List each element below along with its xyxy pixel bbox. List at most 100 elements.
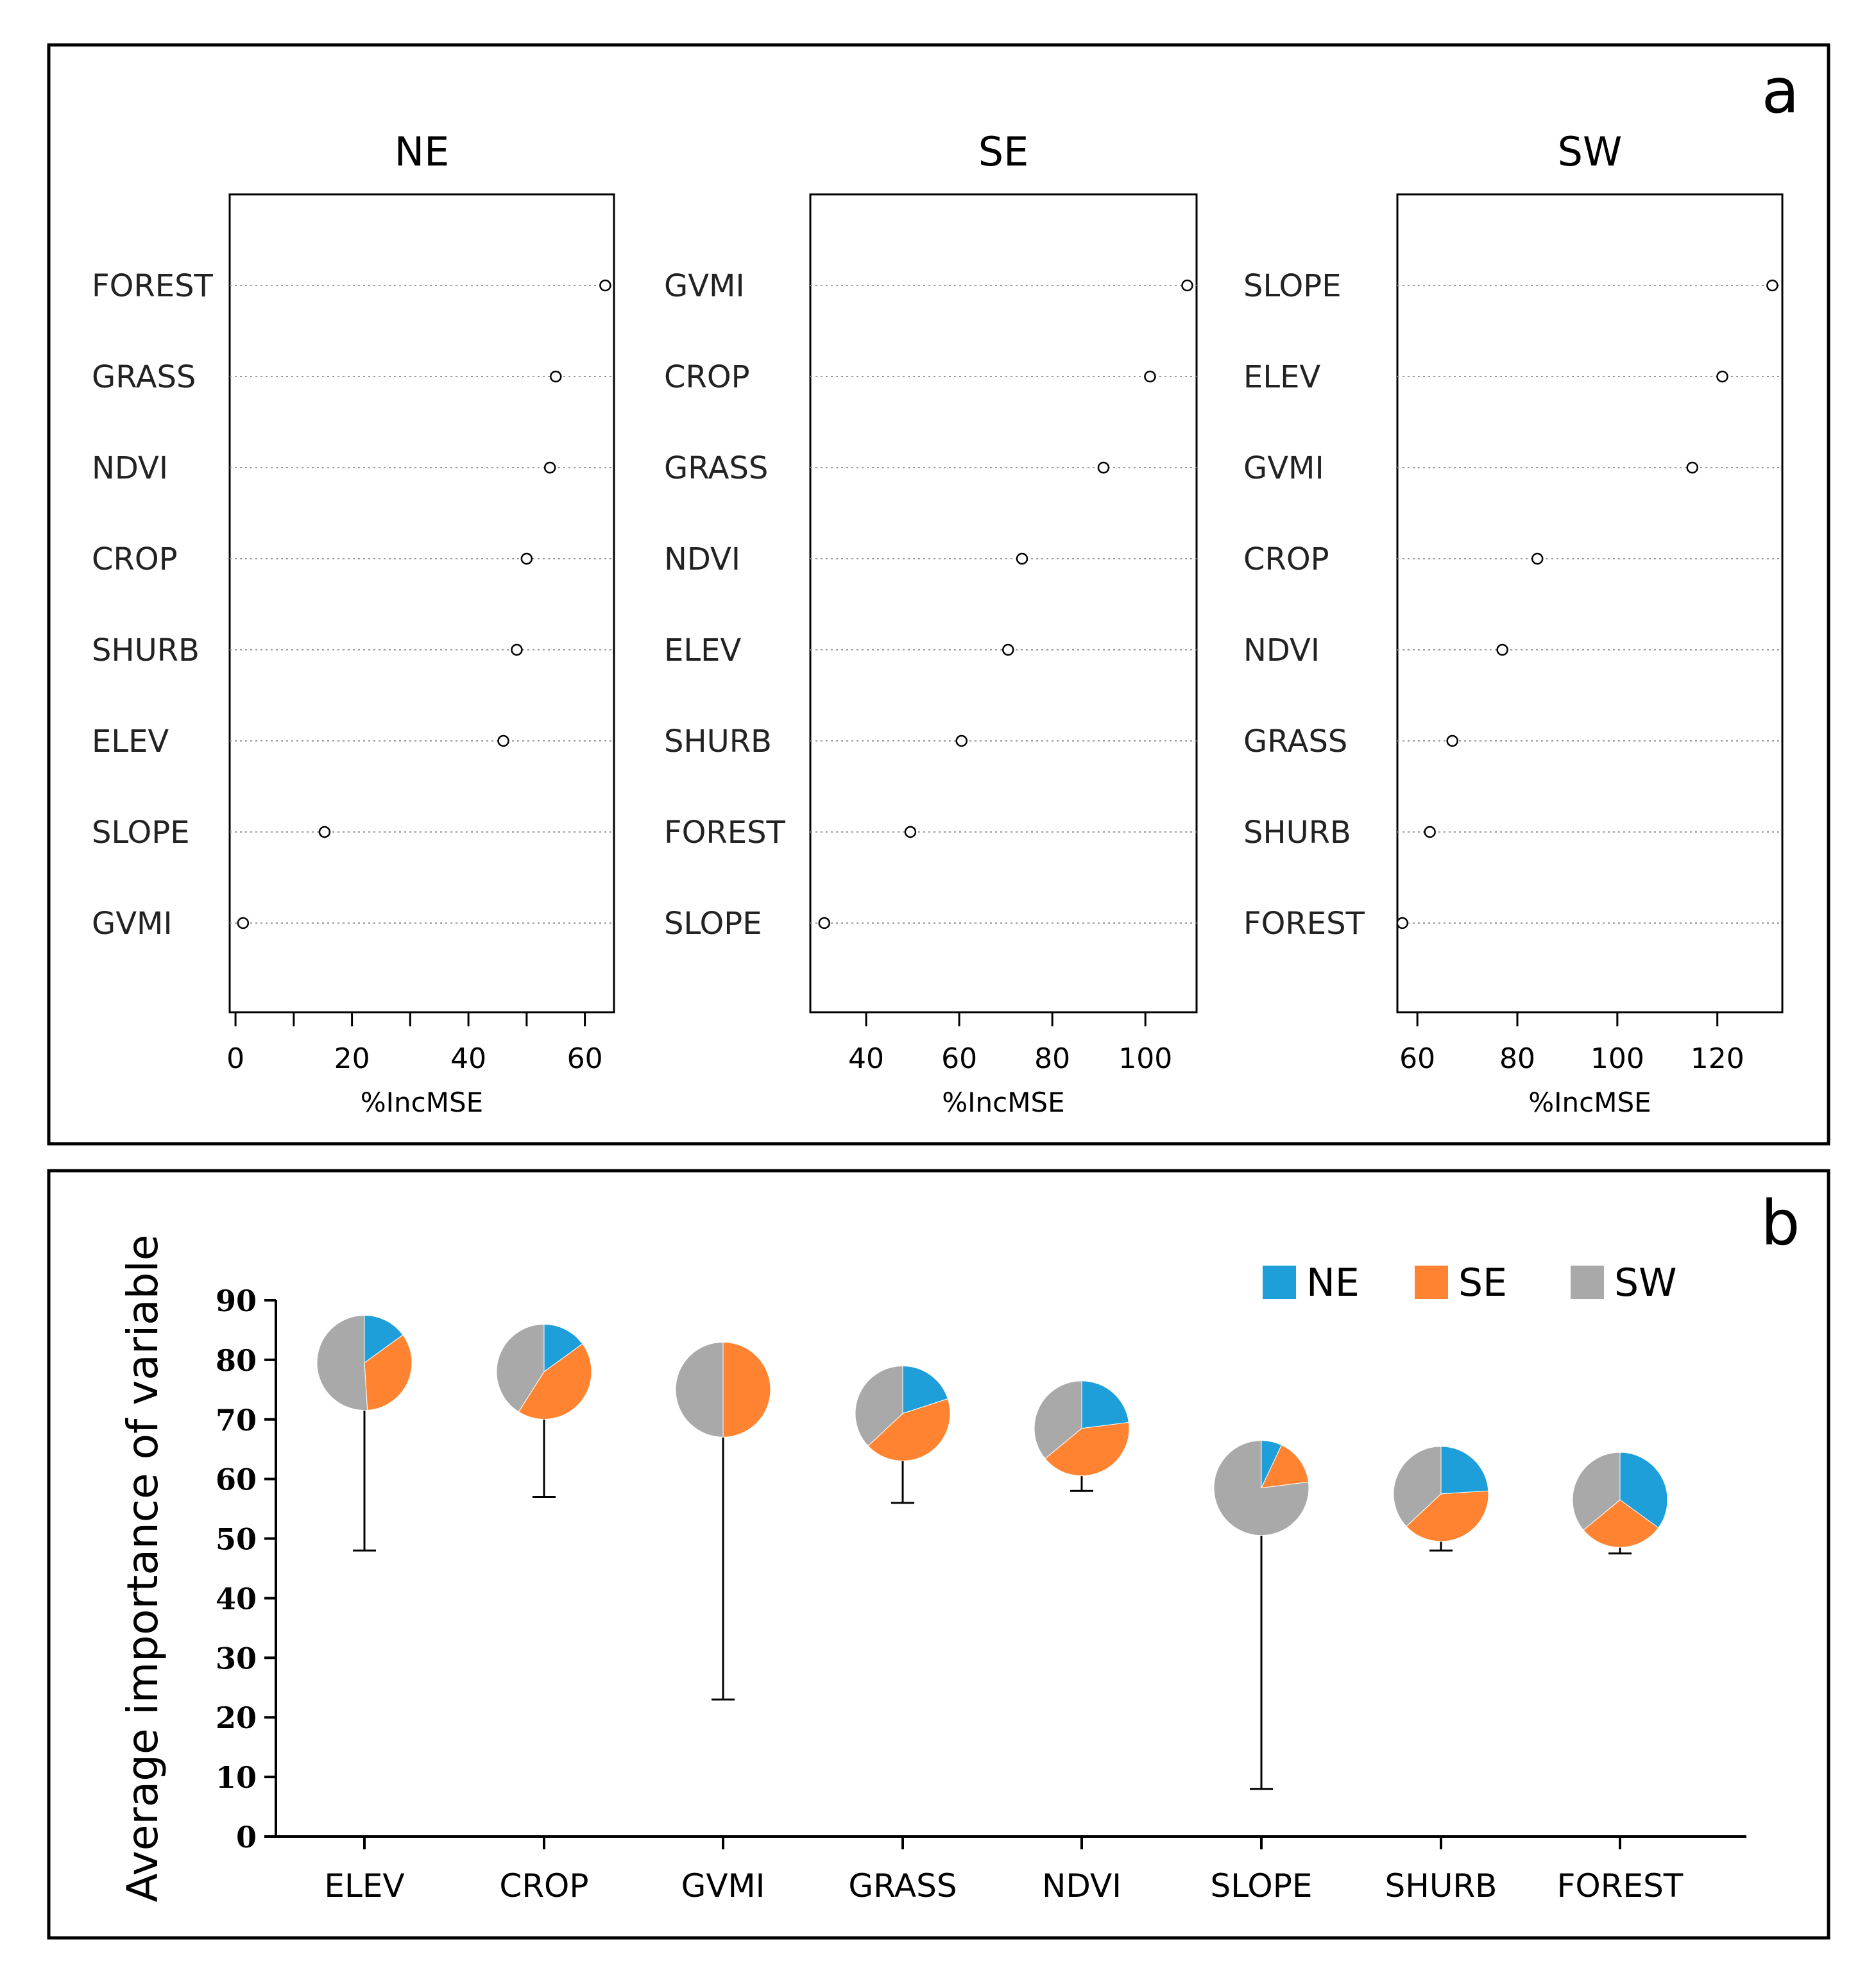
- dotchart-category-label: NDVI: [664, 541, 740, 577]
- dotchart-category-label: GVMI: [1243, 450, 1324, 486]
- dotchart-point: [904, 826, 917, 838]
- y-tick-label: 10: [216, 1760, 257, 1795]
- dotchart-x-tick-label: 20: [334, 1042, 370, 1075]
- dotchart-ne: NE FOREST GRASS NDVI CROP SHURB ELEV SLOPE GVMI 0…: [92, 128, 615, 1118]
- legend-swatch-sw: [1571, 1266, 1604, 1299]
- dotchart-x-tick-label: 80: [1034, 1042, 1070, 1075]
- x-tick-label: SHURB: [1385, 1867, 1497, 1905]
- dotchart-title: SE: [978, 128, 1029, 175]
- pie-slice-sw: [496, 1323, 545, 1413]
- dotchart-category-label: GVMI: [664, 268, 745, 304]
- dotchart-category-label: FOREST: [92, 268, 214, 304]
- y-tick-label: 20: [216, 1701, 257, 1735]
- dotchart-x-tick-label: 60: [567, 1042, 603, 1075]
- dotchart-se: SE GVMI CROP GRASS NDVI ELEV SHURB FOREST SLOPE 4…: [664, 128, 1198, 1118]
- dotchart-category-label: NDVI: [1243, 632, 1320, 668]
- x-tick-label: CROP: [499, 1867, 588, 1905]
- pie-elev: [316, 1315, 413, 1552]
- pie-crop: [496, 1323, 592, 1498]
- pie-slope: [1213, 1440, 1309, 1790]
- dotchart-category-label: ELEV: [1243, 359, 1320, 395]
- dotchart-category-label: GRASS: [664, 450, 768, 486]
- dotchart-sw: SW SLOPE ELEV GVMI CROP NDVI GRASS SHURB FOREST 6…: [1243, 128, 1784, 1118]
- pie-slice-se: [722, 1341, 771, 1438]
- pie-forest: [1572, 1452, 1668, 1555]
- panel-b-label: b: [1761, 1187, 1800, 1259]
- dotchart-category-label: GVMI: [92, 906, 173, 942]
- pie-grass: [855, 1365, 951, 1504]
- x-tick-label: SLOPE: [1211, 1867, 1313, 1905]
- dotchart-point: [1016, 552, 1028, 565]
- dotchart-category-label: GRASS: [92, 359, 196, 395]
- dotchart-point: [1686, 461, 1698, 474]
- dotchart-box: [228, 193, 615, 1014]
- dotchart-point: [497, 734, 509, 747]
- y-tick-label: 60: [216, 1463, 257, 1497]
- pie-slice-ne: [1619, 1452, 1668, 1529]
- legend-swatch-se: [1415, 1266, 1448, 1299]
- dotchart-point: [511, 643, 523, 656]
- dotchart-point: [1097, 461, 1110, 474]
- dotchart-x-axis-title: %IncMSE: [361, 1087, 483, 1118]
- dotchart-category-label: CROP: [1243, 541, 1329, 577]
- y-axis-title: Average importance of variable: [118, 1235, 167, 1903]
- panel-a-frame: [47, 43, 1830, 1146]
- y-tick-label: 90: [216, 1284, 257, 1318]
- dotchart-point: [818, 917, 831, 929]
- dotchart-x-tick-label: 60: [1399, 1042, 1435, 1075]
- y-tick-label: 70: [216, 1403, 257, 1438]
- dotchart-category-label: SLOPE: [664, 906, 762, 942]
- panel-a-label: a: [1762, 55, 1800, 127]
- dotchart-point: [1716, 370, 1728, 383]
- dotchart-category-label: SLOPE: [92, 815, 190, 851]
- dotchart-x-axis-title: %IncMSE: [942, 1087, 1064, 1118]
- dotchart-x-tick-label: 80: [1499, 1042, 1535, 1075]
- pie-slice-sw: [1213, 1440, 1309, 1536]
- pie-slice-se: [867, 1398, 951, 1461]
- dotchart-point: [955, 734, 968, 747]
- pie-slice-se: [1261, 1444, 1309, 1489]
- dotchart-title: NE: [395, 128, 450, 175]
- panel-b-frame: [47, 1169, 1830, 1940]
- dotchart-point: [1766, 279, 1778, 292]
- y-tick-label: 40: [216, 1581, 257, 1616]
- pie-slice-ne: [364, 1315, 404, 1364]
- pie-slice-ne: [1081, 1380, 1129, 1429]
- pie-shurb: [1393, 1446, 1489, 1552]
- panel-b-plot: 0 10 20 30 40 50 60 70 80 90 Average importance of…: [118, 1235, 1746, 1905]
- pie-slice-sw: [1572, 1452, 1621, 1531]
- x-tick-label: GVMI: [681, 1867, 765, 1905]
- dotchart-category-label: ELEV: [664, 632, 741, 668]
- y-tick-label: 0: [236, 1820, 257, 1854]
- pie-slice-ne: [1440, 1446, 1489, 1495]
- dotchart-x-tick-label: 60: [941, 1042, 977, 1075]
- x-tick-label: GRASS: [848, 1867, 957, 1905]
- dotchart-x-tick-label: 100: [1118, 1042, 1172, 1075]
- dotchart-point: [549, 370, 562, 383]
- pie-slice-sw: [675, 1341, 724, 1438]
- pie-slice-ne: [902, 1365, 949, 1414]
- dotchart-point: [1181, 279, 1193, 292]
- dotchart-category-label: GRASS: [1243, 724, 1347, 759]
- x-tick-label: FOREST: [1557, 1867, 1684, 1905]
- dotchart-category-label: SLOPE: [1243, 268, 1342, 304]
- dotchart-category-label: CROP: [664, 359, 750, 395]
- pie-slice-sw: [1034, 1380, 1082, 1459]
- dotchart-category-label: FOREST: [664, 815, 786, 851]
- pie-gvmi: [675, 1341, 771, 1701]
- dotchart-category-label: SHURB: [664, 724, 772, 759]
- dotchart-category-label: SHURB: [1243, 815, 1351, 851]
- dotchart-point: [599, 279, 611, 292]
- x-tick-label: NDVI: [1042, 1867, 1121, 1905]
- y-tick-label: 50: [216, 1522, 257, 1557]
- dotchart-category-label: FOREST: [1243, 906, 1365, 942]
- panel-a-plots: NE FOREST GRASS NDVI CROP SHURB ELEV SLOPE GVMI 0…: [92, 128, 1784, 1118]
- dotchart-category-label: NDVI: [92, 450, 168, 486]
- dotchart-point: [1424, 826, 1436, 838]
- pie-slice-se: [364, 1334, 413, 1411]
- dotchart-x-tick-label: 0: [226, 1042, 244, 1075]
- dotchart-title: SW: [1558, 128, 1623, 175]
- legend-label: SE: [1458, 1260, 1507, 1305]
- dotchart-point: [543, 461, 556, 474]
